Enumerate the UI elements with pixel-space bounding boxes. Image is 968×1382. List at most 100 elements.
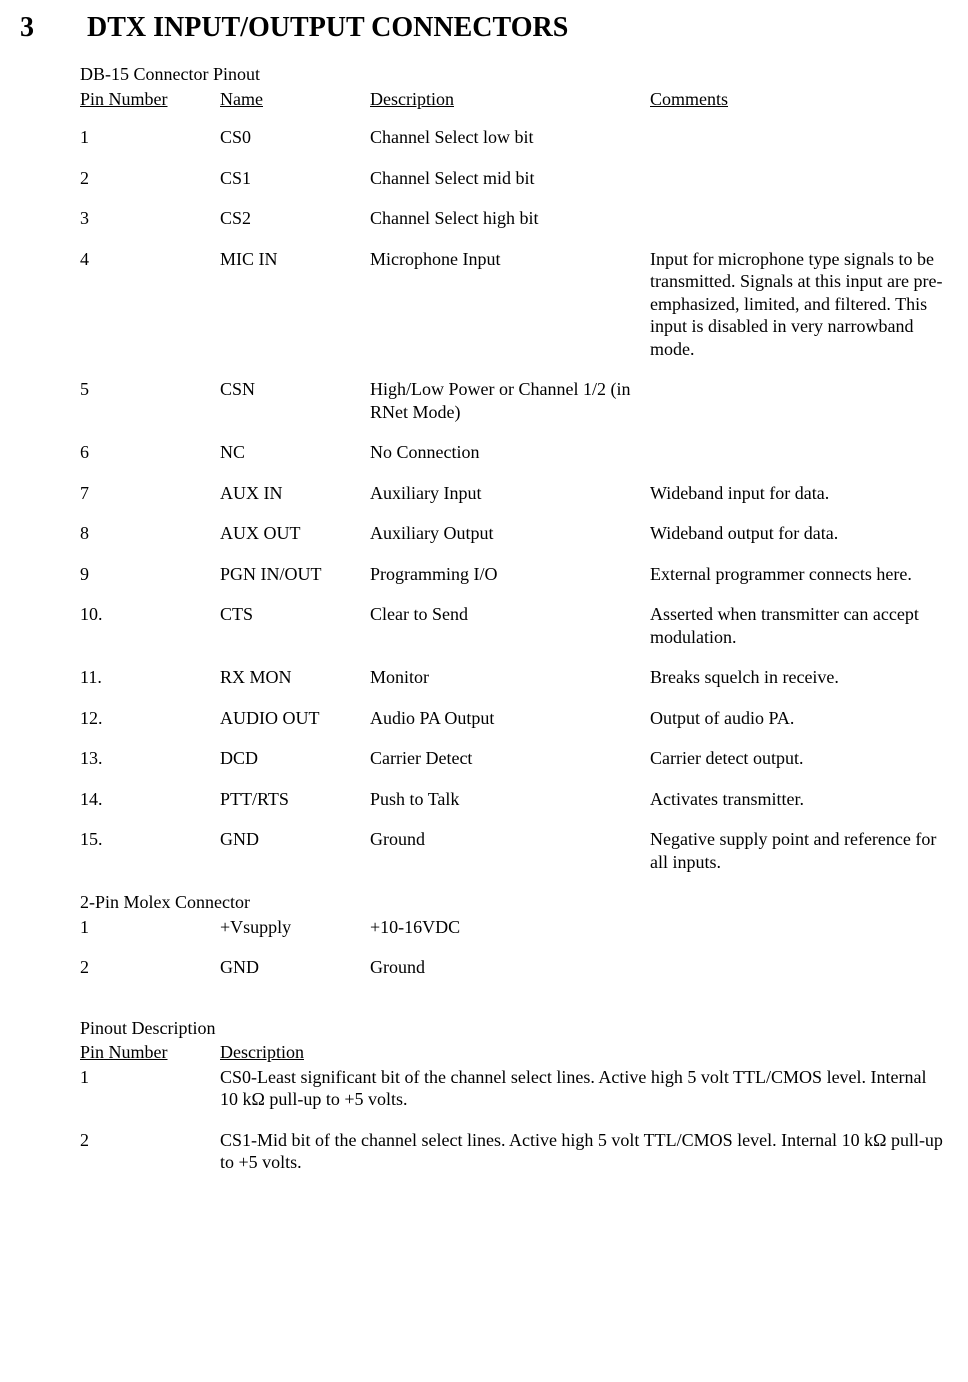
table-row: 11.RX MONMonitorBreaks squelch in receiv…	[80, 666, 948, 689]
cell-name: NC	[220, 441, 370, 464]
col-name: Name	[220, 88, 370, 111]
molex-table-body: 1+Vsupply+10-16VDC 2GNDGround	[80, 916, 948, 979]
table-row: 1+Vsupply+10-16VDC	[80, 916, 948, 939]
table-row: 7AUX INAuxiliary InputWideband input for…	[80, 482, 948, 505]
table-row: 1CS0Channel Select low bit	[80, 126, 948, 149]
cell-pin: 6	[80, 441, 220, 464]
cell-comm: Negative supply point and reference for …	[650, 828, 948, 873]
cell-desc: CS0-Least significant bit of the channel…	[220, 1066, 948, 1111]
cell-pin: 13.	[80, 747, 220, 770]
db15-heading: DB-15 Connector Pinout	[80, 63, 948, 86]
cell-comm: Output of audio PA.	[650, 707, 948, 730]
table-row: 14.PTT/RTSPush to TalkActivates transmit…	[80, 788, 948, 811]
cell-desc: High/Low Power or Channel 1/2 (in RNet M…	[370, 378, 650, 423]
cell-pin: 2	[80, 956, 220, 979]
cell-comm: Activates transmitter.	[650, 788, 948, 811]
cell-name: +Vsupply	[220, 916, 370, 939]
cell-desc: Carrier Detect	[370, 747, 650, 770]
cell-pin: 15.	[80, 828, 220, 851]
table-row: 1CS0-Least significant bit of the channe…	[80, 1066, 948, 1111]
table-header: Pin Number Name Description Comments	[80, 88, 948, 111]
table-row: 5CSNHigh/Low Power or Channel 1/2 (in RN…	[80, 378, 948, 423]
pinout-table-header: Pin Number Description	[80, 1041, 948, 1064]
cell-name: AUDIO OUT	[220, 707, 370, 730]
cell-pin: 1	[80, 916, 220, 939]
cell-pin: 1	[80, 126, 220, 149]
cell-desc: Microphone Input	[370, 248, 650, 271]
cell-name: CSN	[220, 378, 370, 401]
cell-desc: Ground	[370, 956, 650, 979]
col-pin-number: Pin Number	[80, 1041, 220, 1064]
molex-heading: 2-Pin Molex Connector	[80, 891, 948, 914]
pinout-table-body: 1CS0-Least significant bit of the channe…	[80, 1066, 948, 1174]
cell-name: GND	[220, 828, 370, 851]
cell-pin: 3	[80, 207, 220, 230]
cell-name: GND	[220, 956, 370, 979]
cell-name: PGN IN/OUT	[220, 563, 370, 586]
table-row: 4MIC IN Microphone InputInput for microp…	[80, 248, 948, 361]
col-description: Description	[370, 88, 650, 111]
table-row: 13.DCDCarrier DetectCarrier detect outpu…	[80, 747, 948, 770]
cell-comm: Asserted when transmitter can accept mod…	[650, 603, 948, 648]
table-row: 2CS1-Mid bit of the channel select lines…	[80, 1129, 948, 1174]
cell-pin: 4	[80, 248, 220, 271]
cell-name: RX MON	[220, 666, 370, 689]
table-row: 2GNDGround	[80, 956, 948, 979]
cell-desc: Programming I/O	[370, 563, 650, 586]
cell-name: DCD	[220, 747, 370, 770]
cell-name: CS1	[220, 167, 370, 190]
table-row: 9PGN IN/OUTProgramming I/OExternal progr…	[80, 563, 948, 586]
spacer	[80, 997, 948, 1017]
section-number: 3	[20, 10, 80, 45]
col-comments: Comments	[650, 88, 948, 111]
cell-pin: 10.	[80, 603, 220, 626]
table-row: 15.GNDGroundNegative supply point and re…	[80, 828, 948, 873]
cell-name: CS0	[220, 126, 370, 149]
cell-pin: 2	[80, 1129, 220, 1152]
cell-pin: 2	[80, 167, 220, 190]
cell-comm: Input for microphone type signals to be …	[650, 248, 948, 361]
section-title: 3 DTX INPUT/OUTPUT CONNECTORS	[20, 10, 948, 45]
cell-desc: +10-16VDC	[370, 916, 650, 939]
cell-pin: 12.	[80, 707, 220, 730]
table-row: 2CS1Channel Select mid bit	[80, 167, 948, 190]
section-title-text: DTX INPUT/OUTPUT CONNECTORS	[87, 12, 568, 43]
cell-desc: Ground	[370, 828, 650, 851]
table-row: 3CS2Channel Select high bit	[80, 207, 948, 230]
cell-pin: 14.	[80, 788, 220, 811]
col-pin-number: Pin Number	[80, 88, 220, 111]
cell-pin: 11.	[80, 666, 220, 689]
cell-desc: CS1-Mid bit of the channel select lines.…	[220, 1129, 948, 1174]
cell-pin: 5	[80, 378, 220, 401]
cell-desc: Channel Select low bit	[370, 126, 650, 149]
cell-desc: Channel Select mid bit	[370, 167, 650, 190]
table-row: 12.AUDIO OUTAudio PA OutputOutput of aud…	[80, 707, 948, 730]
cell-desc: Audio PA Output	[370, 707, 650, 730]
cell-name: AUX OUT	[220, 522, 370, 545]
pinout-heading: Pinout Description	[80, 1017, 948, 1040]
cell-desc: Auxiliary Input	[370, 482, 650, 505]
cell-comm: Wideband input for data.	[650, 482, 948, 505]
table-row: 8AUX OUTAuxiliary OutputWideband output …	[80, 522, 948, 545]
table-row: 6NCNo Connection	[80, 441, 948, 464]
cell-name: PTT/RTS	[220, 788, 370, 811]
cell-pin: 8	[80, 522, 220, 545]
cell-pin: 7	[80, 482, 220, 505]
cell-desc: Auxiliary Output	[370, 522, 650, 545]
cell-name: MIC IN	[220, 248, 370, 271]
cell-name: CTS	[220, 603, 370, 626]
cell-desc: Channel Select high bit	[370, 207, 650, 230]
db15-table-body: 1CS0Channel Select low bit 2CS1Channel Se…	[80, 126, 948, 873]
cell-pin: 1	[80, 1066, 220, 1089]
col-description: Description	[220, 1041, 948, 1064]
cell-desc: Push to Talk	[370, 788, 650, 811]
cell-desc: No Connection	[370, 441, 650, 464]
cell-pin: 9	[80, 563, 220, 586]
cell-desc: Clear to Send	[370, 603, 650, 626]
cell-comm: Breaks squelch in receive.	[650, 666, 948, 689]
table-row: 10.CTSClear to SendAsserted when transmi…	[80, 603, 948, 648]
cell-comm: External programmer connects here.	[650, 563, 948, 586]
cell-name: CS2	[220, 207, 370, 230]
cell-name: AUX IN	[220, 482, 370, 505]
cell-desc: Monitor	[370, 666, 650, 689]
